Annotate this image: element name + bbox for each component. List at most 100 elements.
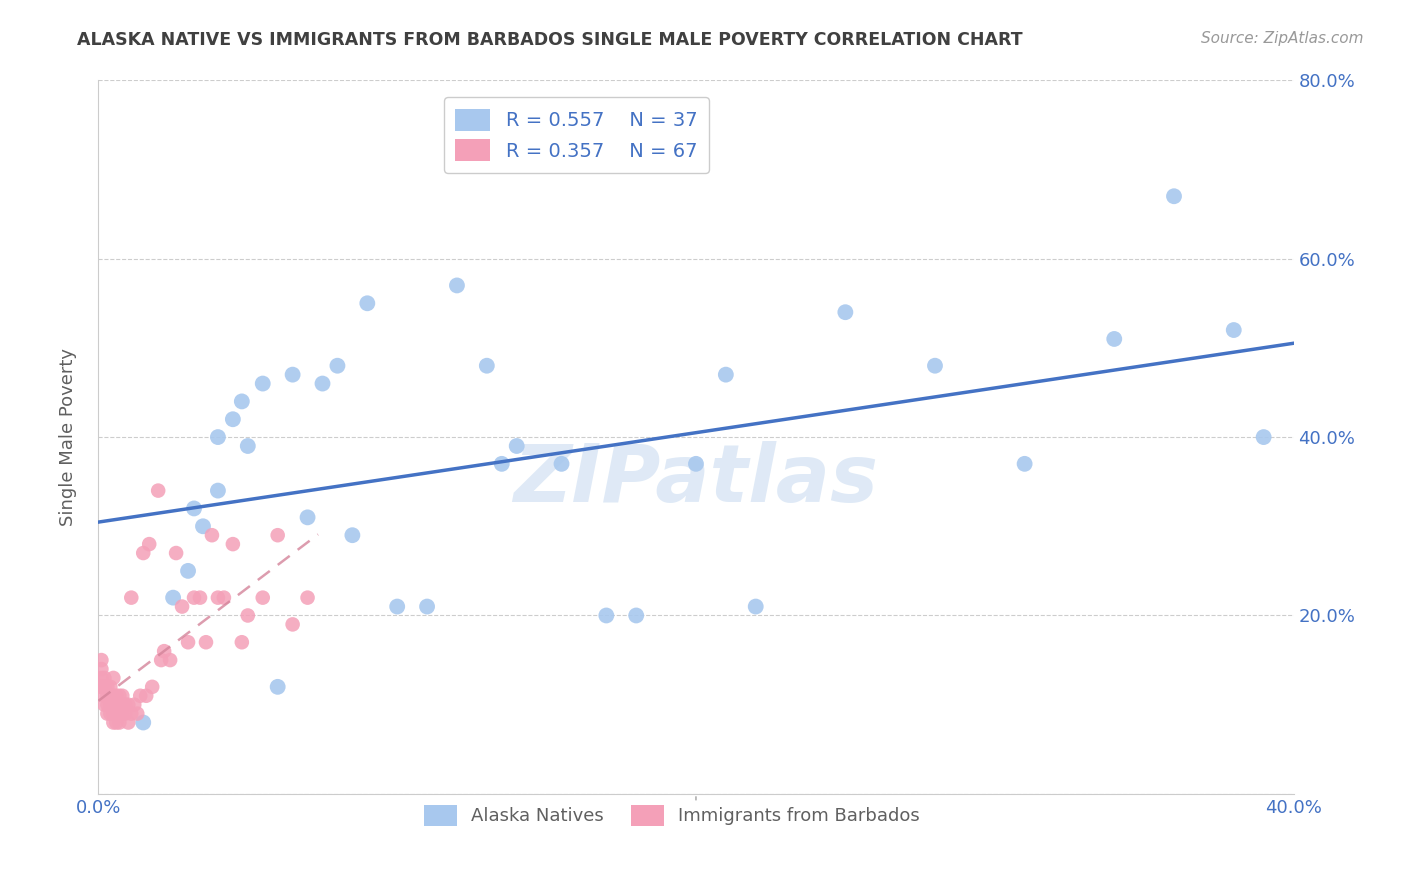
Point <box>129 689 152 703</box>
Point <box>342 528 364 542</box>
Point <box>138 537 160 551</box>
Point <box>103 671 125 685</box>
Point <box>267 528 290 542</box>
Point <box>120 591 142 605</box>
Point <box>231 394 253 409</box>
Point <box>1163 189 1185 203</box>
Point <box>96 698 118 712</box>
Point <box>165 546 187 560</box>
Point <box>105 689 128 703</box>
Y-axis label: Single Male Poverty: Single Male Poverty <box>59 348 77 526</box>
Point <box>132 546 155 560</box>
Point <box>93 698 115 712</box>
Point <box>114 706 136 721</box>
Point <box>326 359 349 373</box>
Point <box>98 698 122 712</box>
Point <box>385 599 409 614</box>
Point <box>745 599 768 614</box>
Point <box>105 715 128 730</box>
Point <box>111 689 134 703</box>
Point <box>1223 323 1246 337</box>
Point <box>150 653 173 667</box>
Point <box>1253 430 1275 444</box>
Point <box>103 706 125 721</box>
Point <box>475 359 498 373</box>
Point <box>183 591 205 605</box>
Point <box>127 706 149 721</box>
Point <box>714 368 737 382</box>
Point <box>222 537 245 551</box>
Point <box>148 483 170 498</box>
Point <box>685 457 707 471</box>
Point <box>491 457 513 471</box>
Point <box>177 564 200 578</box>
Point <box>281 368 304 382</box>
Point <box>311 376 333 391</box>
Point <box>103 715 125 730</box>
Point <box>446 278 468 293</box>
Point <box>595 608 617 623</box>
Point <box>212 591 235 605</box>
Point <box>135 689 157 703</box>
Point <box>297 591 319 605</box>
Point <box>90 680 112 694</box>
Point <box>90 662 112 676</box>
Point <box>195 635 218 649</box>
Point <box>506 439 529 453</box>
Point <box>111 698 134 712</box>
Point <box>90 680 112 694</box>
Point <box>111 706 134 721</box>
Point <box>236 439 259 453</box>
Point <box>108 698 131 712</box>
Point <box>159 653 181 667</box>
Point <box>222 412 245 426</box>
Point <box>93 680 115 694</box>
Point <box>236 608 259 623</box>
Point <box>207 430 229 444</box>
Point <box>98 706 122 721</box>
Point <box>103 689 125 703</box>
Point <box>191 519 214 533</box>
Point <box>108 689 131 703</box>
Point <box>834 305 856 319</box>
Point <box>114 698 136 712</box>
Point <box>172 599 194 614</box>
Text: ZIPatlas: ZIPatlas <box>513 441 879 519</box>
Point <box>252 591 274 605</box>
Point <box>96 706 118 721</box>
Point <box>626 608 648 623</box>
Point <box>183 501 205 516</box>
Point <box>153 644 176 658</box>
Point <box>207 483 229 498</box>
Legend: Alaska Natives, Immigrants from Barbados: Alaska Natives, Immigrants from Barbados <box>415 796 929 835</box>
Point <box>90 671 112 685</box>
Point <box>201 528 224 542</box>
Point <box>177 635 200 649</box>
Point <box>90 653 112 667</box>
Point <box>267 680 290 694</box>
Point <box>252 376 274 391</box>
Point <box>207 591 229 605</box>
Point <box>550 457 572 471</box>
Point <box>1014 457 1036 471</box>
Point <box>188 591 211 605</box>
Point <box>124 698 146 712</box>
Point <box>105 706 128 721</box>
Point <box>120 706 142 721</box>
Point <box>416 599 439 614</box>
Point <box>103 698 125 712</box>
Point <box>281 617 304 632</box>
Point <box>132 715 155 730</box>
Point <box>297 510 319 524</box>
Text: Source: ZipAtlas.com: Source: ZipAtlas.com <box>1201 31 1364 46</box>
Point <box>96 689 118 703</box>
Point <box>141 680 163 694</box>
Point <box>98 680 122 694</box>
Point <box>924 359 946 373</box>
Point <box>93 689 115 703</box>
Point <box>117 715 139 730</box>
Point <box>108 706 131 721</box>
Point <box>108 715 131 730</box>
Point <box>105 698 128 712</box>
Point <box>117 698 139 712</box>
